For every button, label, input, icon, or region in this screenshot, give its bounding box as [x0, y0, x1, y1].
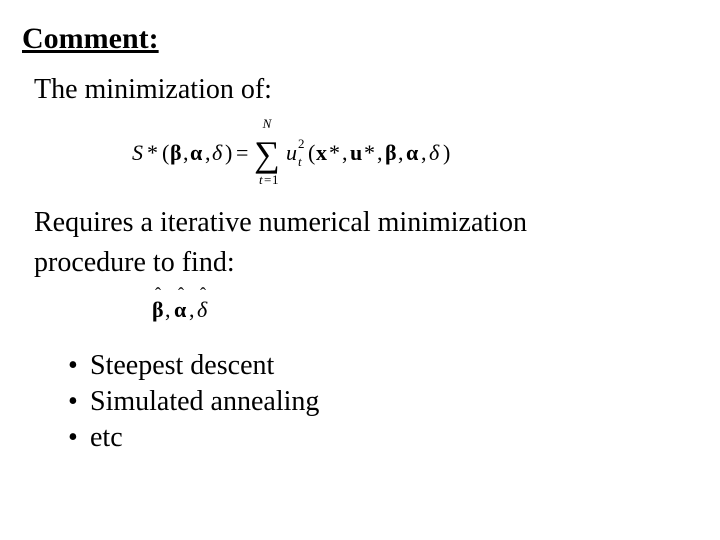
f1-beta2: β: [385, 140, 397, 165]
f2-c2: ,: [189, 297, 195, 322]
f1-lp: (: [162, 140, 169, 165]
f1-alpha2: α: [406, 140, 419, 165]
f1-c4: ,: [377, 140, 383, 165]
bullet-icon: •: [68, 350, 90, 382]
f1-star3: *: [364, 140, 375, 165]
f1-delta: δ: [212, 140, 223, 165]
f1-c1: ,: [183, 140, 189, 165]
f2-c1: ,: [165, 297, 171, 322]
f1-c2: ,: [205, 140, 211, 165]
heading-comment: Comment:: [22, 22, 698, 56]
formula-estimators: ˆ β , ˆ α , ˆ δ: [152, 287, 698, 332]
slide: Comment: The minimization of: S * ( β , …: [0, 0, 720, 540]
formula-s-star-svg: S * ( β , α , δ ) = N ∑ t = 1 u t 2: [132, 114, 492, 188]
bullet-icon: •: [68, 422, 90, 454]
bullet-text-3: etc: [90, 422, 123, 453]
f1-eq: =: [236, 140, 248, 165]
f1-c6: ,: [421, 140, 427, 165]
f1-u: u: [286, 140, 297, 165]
f1-rp: ): [225, 140, 232, 165]
f1-c3: ,: [342, 140, 348, 165]
f1-tsub: t: [298, 154, 302, 169]
list-item: •etc: [68, 422, 698, 454]
f1-u2: u: [350, 140, 362, 165]
f1-alpha: α: [190, 140, 203, 165]
f1-c5: ,: [398, 140, 404, 165]
f2-beta: β: [152, 297, 164, 322]
f1-sigma: ∑: [254, 134, 280, 174]
formula-estimators-svg: ˆ β , ˆ α , ˆ δ: [152, 287, 262, 327]
f1-star2: *: [329, 140, 340, 165]
f1-bt: t: [259, 172, 263, 187]
list-item: •Steepest descent: [68, 350, 698, 382]
f1-b1: 1: [272, 172, 279, 187]
f1-N: N: [262, 116, 273, 131]
f1-S: S: [132, 140, 143, 165]
f1-lp2: (: [308, 140, 315, 165]
line-requires-a: Requires a iterative numerical minimizat…: [34, 207, 698, 239]
list-item: •Simulated annealing: [68, 386, 698, 418]
f1-rp2: ): [443, 140, 450, 165]
f1-beq: =: [264, 172, 271, 187]
bullet-list: •Steepest descent •Simulated annealing •…: [68, 350, 698, 454]
f2-delta: δ: [197, 297, 208, 322]
bullet-text-1: Steepest descent: [90, 350, 274, 381]
line-requires-b: procedure to find:: [34, 247, 698, 279]
f1-beta: β: [170, 140, 182, 165]
f1-star: *: [147, 140, 158, 165]
formula-s-star: S * ( β , α , δ ) = N ∑ t = 1 u t 2: [132, 114, 698, 193]
bullet-icon: •: [68, 386, 90, 418]
f2-alpha: α: [174, 297, 187, 322]
f1-x: x: [316, 140, 327, 165]
bullet-text-2: Simulated annealing: [90, 386, 319, 417]
line-minimization-of: The minimization of:: [34, 74, 698, 106]
f1-sq: 2: [298, 136, 305, 151]
f1-delta2: δ: [429, 140, 440, 165]
